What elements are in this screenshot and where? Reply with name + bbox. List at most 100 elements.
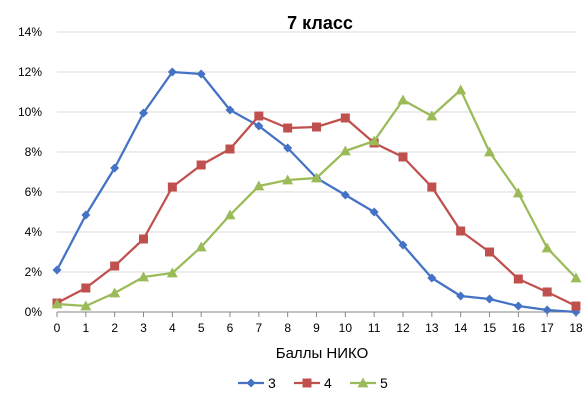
data-point <box>195 241 207 252</box>
legend-label: 3 <box>268 375 276 391</box>
data-point <box>110 261 120 271</box>
series-line <box>56 114 577 308</box>
data-point <box>484 146 495 157</box>
data-point <box>311 172 322 183</box>
series-layer <box>51 67 582 317</box>
data-point <box>571 301 581 311</box>
chart-title: 7 класс <box>287 13 353 33</box>
data-point <box>427 182 437 192</box>
data-point <box>254 121 264 131</box>
data-point <box>513 274 523 284</box>
x-tick-label: 10 <box>339 321 353 335</box>
data-point <box>282 174 294 185</box>
data-point <box>196 160 206 170</box>
data-point <box>427 273 437 283</box>
x-tick-label: 11 <box>368 321 381 335</box>
data-point <box>80 300 92 311</box>
data-point <box>455 84 467 95</box>
x-tick-label: 2 <box>111 321 118 335</box>
data-point <box>312 122 321 132</box>
x-tick-label: 15 <box>483 321 497 335</box>
data-point <box>254 111 264 121</box>
data-point <box>196 69 206 79</box>
x-tick-label: 3 <box>140 321 147 335</box>
data-point <box>485 294 494 304</box>
legend-item-4: 4 <box>294 375 332 391</box>
data-point <box>570 272 582 283</box>
data-point <box>139 108 148 118</box>
x-tick-label: 9 <box>313 321 320 335</box>
data-point <box>456 226 466 236</box>
series-line <box>56 88 577 308</box>
x-tick-label: 8 <box>284 321 291 335</box>
x-tick-label: 4 <box>169 321 176 335</box>
data-point <box>52 265 62 275</box>
y-axis-tick-labels: 0% 2% 4% 6% 8% 10% 12% 14% <box>18 25 42 319</box>
x-tick-label: 1 <box>82 321 89 335</box>
x-axis-tick-labels: 0 1 2 3 4 5 6 7 8 9 10 11 12 13 14 15 16 17 18 <box>54 321 583 335</box>
data-point <box>369 207 379 217</box>
y-tick-label: 12% <box>18 65 42 79</box>
y-tick-label: 6% <box>25 185 43 199</box>
data-point <box>542 287 552 297</box>
x-axis <box>56 311 577 317</box>
data-point <box>109 287 121 298</box>
x-tick-label: 18 <box>569 321 583 335</box>
data-point <box>541 242 553 253</box>
legend-label: 5 <box>380 375 388 391</box>
data-point <box>110 163 120 173</box>
legend-marker <box>246 378 256 388</box>
data-point <box>485 247 494 257</box>
series-5 <box>51 84 582 311</box>
x-tick-label: 6 <box>227 321 234 335</box>
data-point <box>340 113 350 123</box>
legend-item-5: 5 <box>350 375 388 391</box>
data-point <box>397 94 409 105</box>
data-point <box>398 152 408 162</box>
x-axis-title: Баллы НИКО <box>276 345 369 362</box>
data-point <box>224 209 236 220</box>
data-point <box>225 144 235 154</box>
data-point <box>253 180 265 191</box>
x-tick-label: 12 <box>396 321 410 335</box>
y-tick-label: 14% <box>18 25 42 39</box>
y-tick-label: 2% <box>25 265 43 279</box>
x-tick-label: 17 <box>540 321 554 335</box>
data-point <box>139 234 148 244</box>
x-tick-label: 14 <box>454 321 468 335</box>
gridlines <box>57 31 576 273</box>
legend: 3 4 5 <box>238 375 388 391</box>
data-point <box>340 190 350 200</box>
data-point <box>167 67 177 77</box>
x-tick-label: 7 <box>255 321 262 335</box>
data-point <box>81 283 91 293</box>
data-point <box>456 291 466 301</box>
y-tick-label: 4% <box>25 225 43 239</box>
data-point <box>368 135 380 146</box>
x-tick-label: 16 <box>512 321 526 335</box>
data-point <box>542 305 552 315</box>
data-point <box>51 298 63 309</box>
data-point <box>398 240 408 250</box>
x-tick-label: 0 <box>54 321 61 335</box>
legend-label: 4 <box>324 375 332 391</box>
x-tick-label: 13 <box>425 321 439 335</box>
data-point <box>426 110 438 121</box>
data-point <box>339 145 351 156</box>
legend-marker <box>357 377 369 388</box>
y-tick-label: 10% <box>18 105 42 119</box>
data-point <box>138 271 149 282</box>
y-tick-label: 0% <box>25 305 43 319</box>
series-4 <box>52 111 581 311</box>
data-point <box>81 210 91 220</box>
data-point <box>167 182 177 192</box>
data-point <box>166 267 178 278</box>
data-point <box>283 123 293 133</box>
legend-item-3: 3 <box>238 375 276 391</box>
data-point <box>283 143 293 153</box>
data-point <box>513 301 523 311</box>
x-tick-label: 5 <box>198 321 205 335</box>
data-point <box>225 105 235 115</box>
data-point <box>512 187 524 198</box>
